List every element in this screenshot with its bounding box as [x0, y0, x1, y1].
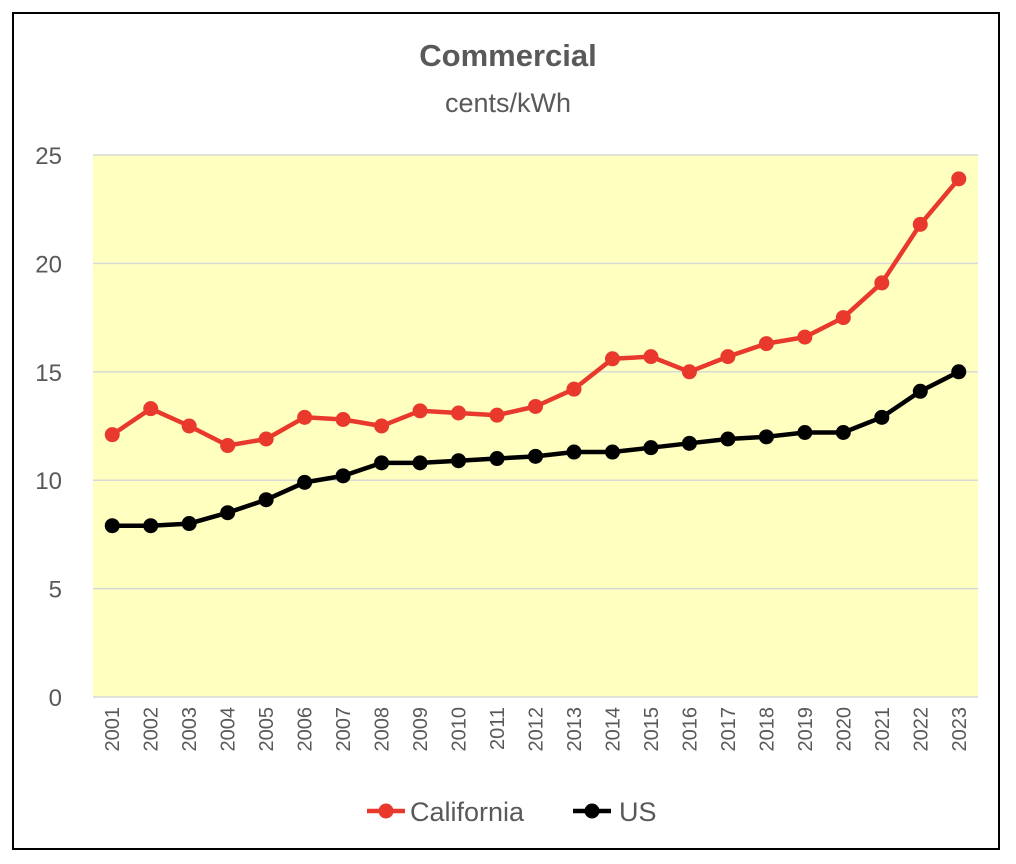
x-tick-label: 2018: [756, 707, 778, 752]
data-point: [643, 349, 659, 365]
x-tick-label: 2010: [449, 707, 471, 752]
chart-subtitle: cents/kWh: [445, 88, 571, 118]
data-point: [220, 505, 236, 521]
x-tick-label: 2014: [602, 707, 624, 752]
data-point: [181, 516, 197, 532]
legend-label: US: [619, 797, 657, 827]
x-tick-label: 2015: [641, 707, 663, 752]
x-tick-label: 2021: [872, 707, 894, 752]
y-tick-label: 25: [35, 143, 62, 170]
x-tick-label: 2022: [910, 707, 932, 752]
data-point: [374, 455, 390, 471]
data-point: [528, 398, 543, 414]
data-point: [912, 383, 928, 399]
data-point: [220, 438, 236, 454]
series-us: [104, 364, 967, 534]
x-tick-label: 2013: [564, 707, 586, 752]
data-point: [835, 310, 851, 326]
data-point: [258, 431, 274, 447]
legend-swatch-marker: [584, 803, 600, 819]
data-point: [335, 468, 351, 484]
data-point: [143, 401, 159, 417]
y-tick-label: 20: [35, 251, 62, 278]
x-tick-label: 2008: [372, 707, 394, 752]
x-tick-label: 2001: [102, 707, 124, 752]
x-tick-label: 2020: [833, 707, 855, 752]
data-point: [412, 403, 428, 419]
x-tick-label: 2019: [795, 707, 817, 752]
legend-label: California: [410, 797, 525, 827]
y-tick-label: 0: [49, 685, 62, 712]
data-point: [297, 474, 313, 490]
data-point: [374, 418, 390, 434]
data-point: [835, 425, 851, 441]
data-point: [489, 407, 505, 423]
x-tick-label: 2016: [679, 707, 701, 752]
data-point: [681, 364, 697, 380]
x-tick-label: 2005: [256, 707, 278, 752]
legend-swatch-marker: [378, 803, 394, 819]
data-point: [912, 216, 928, 232]
data-point: [951, 364, 967, 380]
x-tick-label: 2003: [179, 707, 201, 752]
data-point: [412, 455, 428, 471]
x-tick-label: 2011: [487, 707, 509, 750]
gridlines: [93, 154, 978, 698]
y-tick-label: 15: [35, 360, 62, 387]
legend-item-us: US: [573, 797, 657, 827]
data-point: [720, 431, 736, 447]
y-axis: 0 5 10 15 20 25: [35, 143, 62, 712]
data-point: [951, 171, 967, 187]
data-point: [758, 429, 774, 445]
chart-title: Commercial: [419, 38, 596, 73]
series-california: [104, 171, 967, 454]
data-point: [297, 409, 313, 425]
data-point: [258, 492, 274, 508]
legend: California US: [367, 797, 657, 827]
data-point: [604, 444, 620, 460]
series-group: [104, 171, 967, 534]
y-tick-label: 5: [49, 577, 62, 604]
data-point: [528, 448, 543, 464]
x-tick-label: 2017: [718, 707, 740, 752]
data-point: [758, 336, 774, 352]
data-point: [566, 381, 582, 397]
y-tick-label: 10: [35, 468, 62, 495]
x-tick-label: 2006: [295, 707, 317, 752]
data-point: [104, 427, 120, 443]
data-point: [797, 329, 813, 345]
data-point: [566, 444, 582, 460]
data-point: [874, 275, 890, 291]
data-point: [451, 453, 467, 469]
data-point: [874, 409, 890, 425]
data-point: [604, 351, 620, 367]
x-axis: 2001 2002 2003 2004 2005 2006 2007 2008 2009 2010…: [102, 707, 971, 752]
data-point: [797, 425, 813, 441]
data-point: [681, 435, 697, 451]
x-tick-label: 2009: [410, 707, 432, 752]
data-point: [104, 518, 120, 534]
data-point: [181, 418, 197, 434]
data-point: [143, 518, 159, 534]
data-point: [451, 405, 467, 421]
x-tick-label: 2004: [218, 707, 240, 752]
x-tick-label: 2002: [141, 707, 163, 752]
legend-item-california: California: [367, 797, 525, 827]
data-point: [720, 349, 736, 365]
x-tick-label: 2007: [333, 707, 355, 752]
x-tick-label: 2012: [526, 707, 548, 752]
data-point: [643, 440, 659, 456]
data-point: [489, 451, 505, 467]
data-point: [335, 411, 351, 427]
x-tick-label: 2023: [949, 707, 971, 752]
plot-area: [93, 155, 978, 697]
